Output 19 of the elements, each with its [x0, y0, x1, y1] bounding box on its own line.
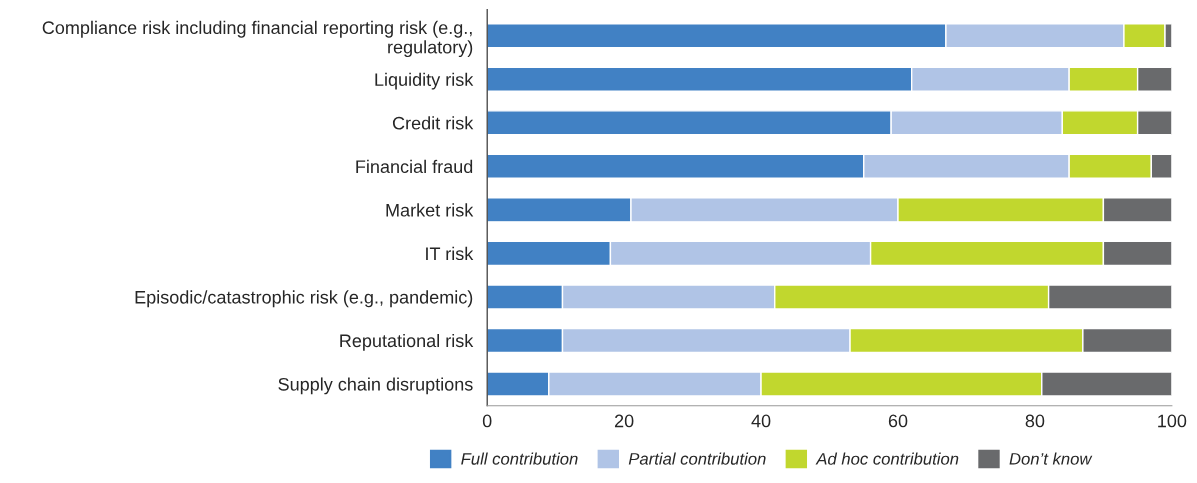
x-tick-label: 40: [751, 414, 771, 428]
x-tick-label: 0: [482, 414, 492, 428]
y-tick-label: Liquidity risk: [375, 72, 474, 90]
x-tick-label: 100: [1158, 414, 1187, 428]
legend-label: Don’t know: [1009, 452, 1093, 465]
y-tick-label: IT risk: [426, 246, 474, 261]
y-tick-label: Credit risk: [392, 116, 474, 130]
y-tick-label: Episodic/catastrophic risk (e.g., pandemic): [135, 290, 473, 308]
y-tick-label: Financial fraud: [356, 159, 473, 174]
legend-label: Full contribution: [461, 452, 578, 465]
legend-label: Partial contribution: [628, 452, 766, 465]
x-tick-label: 60: [888, 414, 908, 428]
x-tick-label: 80: [1025, 414, 1045, 428]
legend-label: Ad hoc contribution: [815, 452, 959, 465]
y-tick-label: Market risk: [386, 203, 474, 217]
y-tick-label: Supply chain disruptions: [278, 377, 473, 395]
x-tick-label: 20: [614, 414, 634, 428]
y-tick-label: Reputational risk: [340, 333, 474, 351]
y-tick-label: Compliance risk including financial reporting risk (e.g., regulatory): [42, 20, 473, 58]
